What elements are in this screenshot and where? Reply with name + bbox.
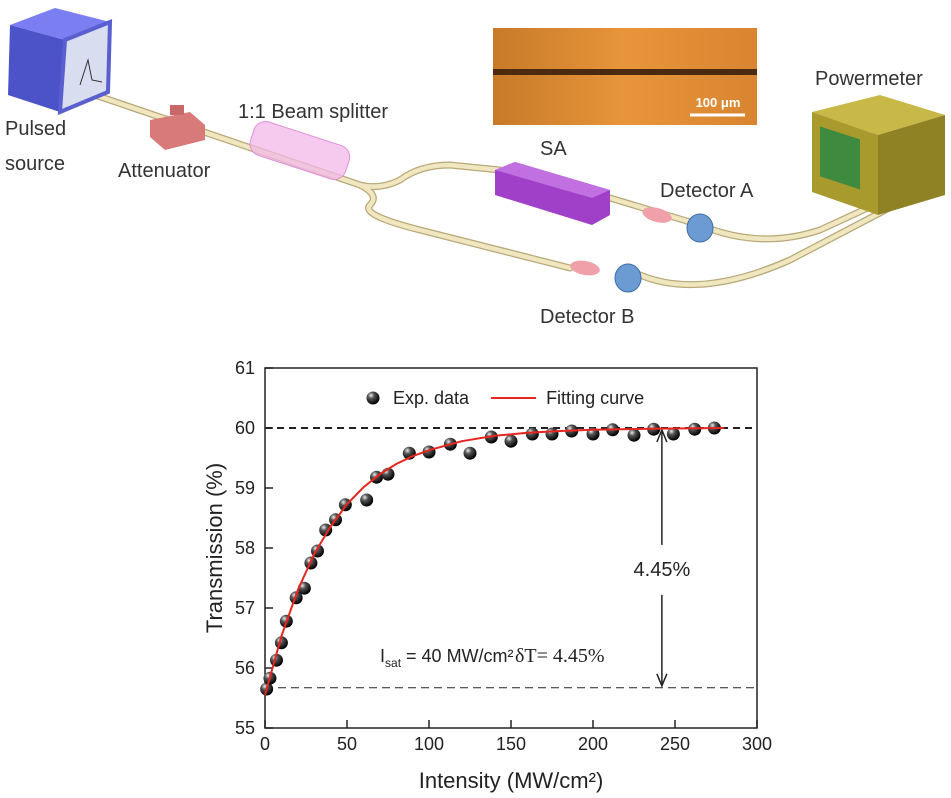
data-point bbox=[546, 428, 559, 441]
data-point bbox=[464, 447, 477, 460]
x-axis-label: Intensity (MW/cm²) bbox=[419, 768, 604, 793]
scale-bar-label: 100 μm bbox=[696, 95, 741, 110]
y-tick-label: 60 bbox=[235, 418, 255, 438]
data-point bbox=[628, 429, 641, 442]
data-point bbox=[360, 494, 373, 507]
setup-diagram: 100 μm Pulsed source Attenuator 1:1 Beam… bbox=[5, 8, 945, 328]
plot-frame bbox=[265, 368, 757, 728]
beam-splitter bbox=[247, 118, 353, 182]
label-source: source bbox=[5, 153, 65, 175]
delta-t-annotation: δT= 4.45% bbox=[515, 645, 605, 667]
y-tick-label: 59 bbox=[235, 478, 255, 498]
data-point bbox=[505, 435, 518, 448]
label-attenuator: Attenuator bbox=[118, 160, 211, 182]
x-tick-label: 150 bbox=[496, 734, 526, 754]
source-side bbox=[8, 25, 65, 112]
detector-b bbox=[615, 264, 641, 292]
y-tick-label: 56 bbox=[235, 658, 255, 678]
isat-annotation: Isat = 40 MW/cm² bbox=[380, 646, 514, 670]
label-sa: SA bbox=[540, 138, 567, 160]
isat-rest: = 40 MW/cm² bbox=[401, 646, 514, 666]
figure: 100 μm Pulsed source Attenuator 1:1 Beam… bbox=[0, 0, 951, 798]
label-detector-a: Detector A bbox=[660, 180, 754, 202]
chart: Isat = 40 MW/cm² δT= 4.45% 55 56 57 58 59 60 6… bbox=[202, 358, 772, 793]
label-pulsed: Pulsed bbox=[5, 118, 66, 140]
y-tick-label: 57 bbox=[235, 598, 255, 618]
legend-label: Fitting curve bbox=[546, 388, 644, 408]
x-tick-label: 0 bbox=[260, 734, 270, 754]
x-tick-label: 50 bbox=[337, 734, 357, 754]
x-tick-label: 300 bbox=[742, 734, 772, 754]
legend-swatch bbox=[367, 392, 380, 405]
label-powermeter: Powermeter bbox=[815, 68, 923, 90]
micrograph-fiber bbox=[493, 69, 757, 75]
data-point bbox=[526, 428, 539, 441]
y-tick-label: 61 bbox=[235, 358, 255, 378]
arrow-label: 4.45% bbox=[634, 559, 691, 581]
micrograph bbox=[493, 28, 757, 125]
attenuator-knob bbox=[170, 105, 184, 115]
isat-sub: sat bbox=[385, 656, 402, 670]
label-beam-splitter: 1:1 Beam splitter bbox=[238, 101, 388, 123]
y-axis-label: Transmission (%) bbox=[202, 463, 227, 633]
lens-b bbox=[569, 259, 601, 278]
x-tick-label: 100 bbox=[414, 734, 444, 754]
y-tick-label: 55 bbox=[235, 718, 255, 738]
y-tick-label: 58 bbox=[235, 538, 255, 558]
detector-a bbox=[687, 214, 713, 242]
x-tick-label: 200 bbox=[578, 734, 608, 754]
label-detector-b: Detector B bbox=[540, 306, 634, 328]
legend-label: Exp. data bbox=[393, 388, 470, 408]
x-tick-label: 250 bbox=[660, 734, 690, 754]
